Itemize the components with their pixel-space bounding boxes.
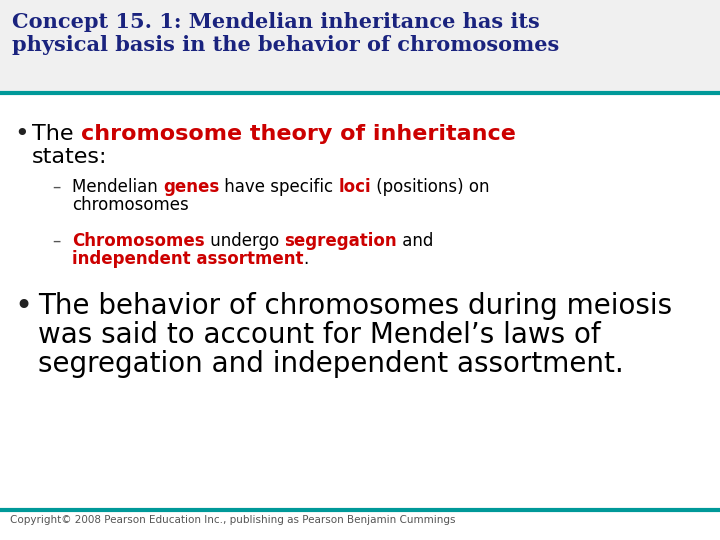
Text: segregation: segregation (284, 232, 397, 250)
Text: chromosomes: chromosomes (72, 196, 189, 214)
Text: •: • (14, 292, 32, 321)
Text: –: – (52, 178, 60, 196)
Text: The: The (32, 124, 81, 144)
Text: undergo: undergo (204, 232, 284, 250)
Text: Copyright© 2008 Pearson Education Inc., publishing as Pearson Benjamin Cummings: Copyright© 2008 Pearson Education Inc., … (10, 515, 456, 525)
Text: segregation and independent assortment.: segregation and independent assortment. (38, 350, 624, 378)
Text: Concept 15. 1: Mendelian inheritance has its: Concept 15. 1: Mendelian inheritance has… (12, 12, 540, 32)
Text: Chromosomes: Chromosomes (72, 232, 204, 250)
Text: The behavior of chromosomes during meiosis: The behavior of chromosomes during meios… (38, 292, 672, 320)
Text: (positions) on: (positions) on (372, 178, 490, 196)
Text: .: . (304, 250, 309, 268)
Text: –: – (52, 232, 60, 250)
Bar (0, 0, 720, 93)
Text: Mendelian: Mendelian (72, 178, 163, 196)
Text: was said to account for Mendel’s laws of: was said to account for Mendel’s laws of (38, 321, 600, 349)
Text: and: and (397, 232, 433, 250)
Text: physical basis in the behavior of chromosomes: physical basis in the behavior of chromo… (12, 35, 559, 55)
Text: •: • (14, 122, 29, 146)
Text: genes: genes (163, 178, 220, 196)
Text: states:: states: (32, 147, 107, 167)
Text: chromosome theory of inheritance: chromosome theory of inheritance (81, 124, 516, 144)
Text: have specific: have specific (220, 178, 338, 196)
Text: independent assortment: independent assortment (72, 250, 304, 268)
Text: loci: loci (338, 178, 372, 196)
